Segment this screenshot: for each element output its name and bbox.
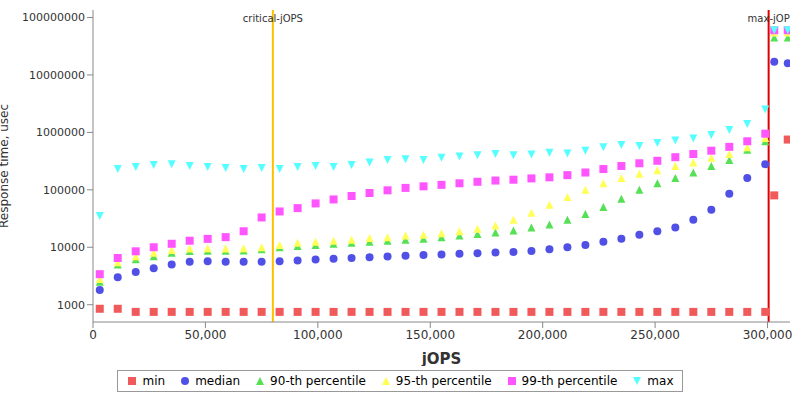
svg-text:100000: 100000	[43, 184, 85, 197]
svg-text:1000000: 1000000	[36, 126, 85, 139]
svg-text:200,000: 200,000	[518, 328, 568, 342]
html-text:90-th percentile: 90-th percentile	[270, 374, 366, 388]
svg-text:250,000: 250,000	[630, 328, 680, 342]
svg-text:150,000: 150,000	[405, 328, 455, 342]
svg-text:critical-jOPS: critical-jOPS	[243, 13, 303, 24]
svg-text:100000000: 100000000	[22, 11, 85, 24]
svg-text:max-jOP: max-jOP	[748, 13, 790, 24]
svg-text:10000000: 10000000	[29, 69, 85, 82]
html-text:max: max	[647, 374, 674, 388]
html-text:95-th percentile: 95-th percentile	[395, 374, 492, 388]
html-text:min: min	[142, 374, 166, 388]
svg-text:100,000: 100,000	[293, 328, 343, 342]
html-text:median: median	[195, 374, 241, 388]
svg-text:0: 0	[89, 328, 97, 342]
html-text:99-th percentile: 99-th percentile	[521, 374, 618, 388]
svg-text:1000: 1000	[57, 299, 85, 312]
svg-text:Response time, usec: Response time, usec	[8, 104, 11, 228]
svg-text:50,000: 50,000	[184, 328, 226, 342]
svg-text:10000: 10000	[50, 241, 85, 254]
svg-text:300,000: 300,000	[743, 328, 792, 342]
svg-text:jOPS: jOPS	[421, 350, 462, 366]
